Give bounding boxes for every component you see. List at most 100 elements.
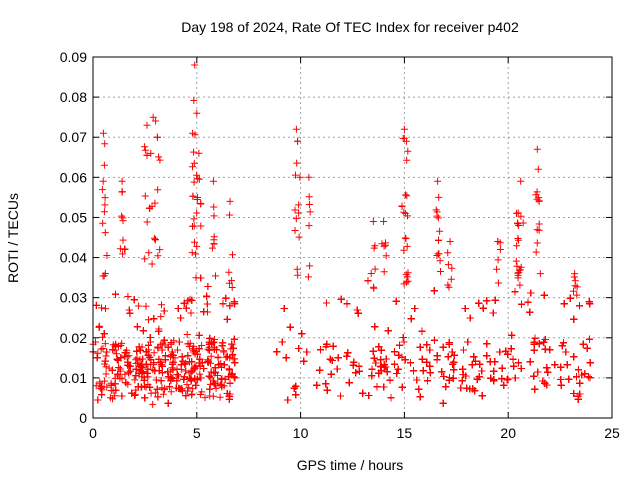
data-point xyxy=(195,175,203,183)
data-point xyxy=(158,301,165,309)
data-point xyxy=(135,343,143,351)
data-point xyxy=(439,399,447,407)
y-tick-label: 0.08 xyxy=(60,89,87,105)
data-point xyxy=(200,365,208,372)
data-point xyxy=(133,323,141,331)
data-point xyxy=(99,345,107,352)
data-point xyxy=(294,271,302,279)
data-point xyxy=(516,281,524,289)
data-point xyxy=(100,208,108,216)
data-point xyxy=(190,159,198,167)
data-point xyxy=(446,374,453,381)
data-point xyxy=(190,178,198,186)
data-point xyxy=(364,277,372,285)
data-point xyxy=(219,339,227,347)
data-point xyxy=(119,250,127,258)
data-point xyxy=(182,367,190,375)
data-point xyxy=(212,384,220,392)
data-point xyxy=(201,394,209,402)
data-point xyxy=(541,345,549,353)
data-point xyxy=(230,335,238,343)
data-point xyxy=(188,391,196,399)
data-point xyxy=(196,370,204,378)
data-point xyxy=(305,222,313,230)
data-point xyxy=(190,348,198,356)
data-point xyxy=(116,245,124,253)
x-tick-label: 10 xyxy=(293,425,309,441)
data-point xyxy=(101,140,109,148)
data-point xyxy=(583,344,591,352)
data-point xyxy=(193,109,201,117)
data-point xyxy=(101,357,109,365)
data-point xyxy=(343,300,351,308)
data-point xyxy=(419,367,427,375)
data-point xyxy=(435,236,442,244)
x-tick-label: 5 xyxy=(193,425,201,441)
data-point xyxy=(531,334,539,342)
data-point xyxy=(535,194,543,202)
data-point xyxy=(504,350,512,358)
data-point xyxy=(539,377,547,385)
data-point xyxy=(533,188,541,196)
data-point xyxy=(188,249,196,257)
data-point xyxy=(112,290,119,298)
data-point xyxy=(512,257,520,265)
data-point xyxy=(155,153,163,161)
data-point xyxy=(191,375,199,383)
data-point xyxy=(118,212,126,220)
data-point xyxy=(558,342,566,350)
data-point xyxy=(203,300,211,308)
data-point xyxy=(101,194,109,202)
data-point xyxy=(573,291,581,299)
data-point xyxy=(411,305,419,312)
data-point xyxy=(369,347,377,355)
data-point xyxy=(100,161,108,169)
data-point xyxy=(535,220,543,228)
data-point xyxy=(124,293,132,300)
data-point xyxy=(404,269,412,277)
data-point xyxy=(139,327,147,335)
data-point xyxy=(141,192,149,200)
data-point xyxy=(458,377,466,385)
data-point xyxy=(365,392,373,399)
data-point xyxy=(177,314,185,322)
data-point xyxy=(292,215,300,223)
data-point xyxy=(197,222,205,230)
data-point xyxy=(400,125,408,133)
data-point xyxy=(328,357,336,364)
data-point xyxy=(156,156,164,164)
data-point xyxy=(101,340,109,348)
data-point xyxy=(445,283,453,291)
data-point xyxy=(294,137,301,145)
data-point xyxy=(130,296,138,304)
data-point xyxy=(432,206,440,214)
data-point xyxy=(563,361,571,369)
data-point xyxy=(128,389,136,397)
data-point xyxy=(141,255,149,263)
data-point xyxy=(149,400,157,408)
data-point xyxy=(490,367,498,375)
data-point xyxy=(143,121,151,129)
data-point xyxy=(329,342,337,350)
data-point xyxy=(173,365,181,373)
data-point xyxy=(439,343,447,351)
data-point xyxy=(102,352,110,360)
data-point xyxy=(530,346,538,354)
data-point xyxy=(132,365,140,373)
data-point xyxy=(99,219,107,227)
data-point xyxy=(193,242,201,250)
data-point xyxy=(535,340,543,348)
data-point xyxy=(399,334,407,341)
data-points xyxy=(89,61,594,408)
chart-title: Day 198 of 2024, Rate Of TEC Index for r… xyxy=(181,19,519,35)
data-point xyxy=(404,147,412,155)
data-point xyxy=(515,359,522,367)
data-point xyxy=(188,296,196,304)
data-point xyxy=(136,362,144,370)
data-point xyxy=(394,365,402,373)
x-tick-label: 15 xyxy=(397,425,413,441)
data-point xyxy=(166,383,173,391)
data-point xyxy=(372,359,380,367)
data-point xyxy=(168,348,176,356)
